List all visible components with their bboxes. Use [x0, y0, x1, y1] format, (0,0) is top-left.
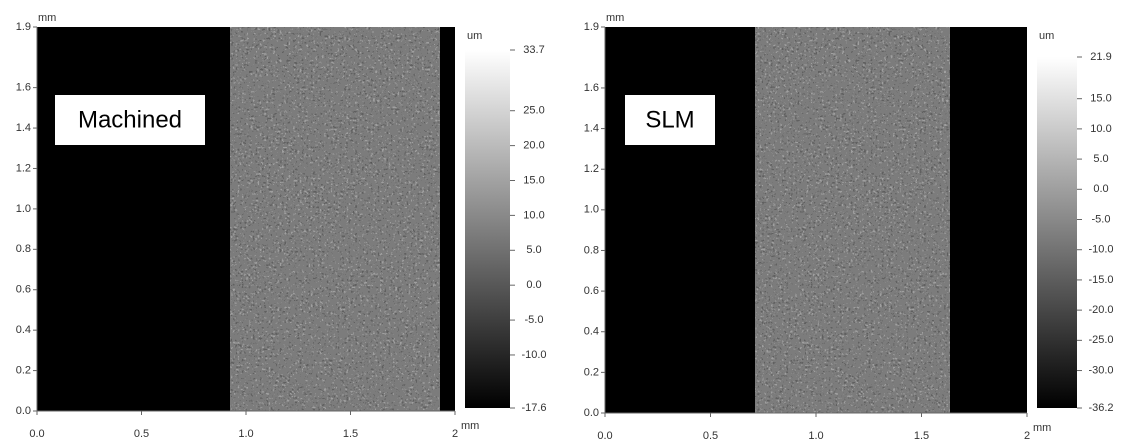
colorbar-tick-label: 20.0	[523, 140, 544, 152]
colorbar-tick-label: -10.0	[1088, 244, 1113, 256]
y-tick-label: 0.6	[584, 285, 599, 297]
x-tick-label: 2	[1024, 430, 1030, 441]
colorbar-tick-label: 21.9	[1090, 51, 1111, 63]
panel-label: Machined	[78, 106, 182, 133]
x-tick-label: 0.0	[597, 430, 612, 441]
x-tick-label: 1.5	[914, 430, 929, 441]
colorbar-tick-label: -30.0	[1088, 364, 1113, 376]
x-tick-label: 1.0	[238, 428, 253, 440]
colorbar-tick-label: -25.0	[1088, 334, 1113, 346]
y-tick-label: 1.9	[584, 21, 599, 33]
colorbar-tick-label: -20.0	[1088, 304, 1113, 316]
colorbar-tick-label: 5.0	[526, 244, 541, 256]
colorbar-tick-label: 15.0	[1090, 93, 1111, 105]
colorbar-tick-label: -17.6	[521, 402, 546, 414]
colorbar	[1037, 57, 1077, 408]
y-tick-label: 1.0	[16, 203, 31, 215]
colorbar-tick-label: 15.0	[523, 174, 544, 186]
x-tick-label: 0.5	[134, 428, 149, 440]
map-texture	[230, 27, 440, 411]
y-tick-label: 1.6	[16, 82, 31, 94]
panel-label: SLM	[645, 106, 694, 133]
map-texture	[755, 27, 950, 413]
y-tick-label: 1.0	[584, 204, 599, 216]
colorbar-tick-label: 0.0	[1093, 183, 1108, 195]
y-unit: mm	[38, 12, 56, 24]
y-unit: mm	[606, 12, 624, 24]
x-tick-label: 0.5	[703, 430, 718, 441]
colorbar	[465, 50, 510, 408]
y-tick-label: 0.4	[16, 324, 31, 336]
x-unit: mm	[461, 420, 479, 432]
x-tick-label: 2	[452, 428, 458, 440]
colorbar-tick-label: 10.0	[1090, 123, 1111, 135]
colorbar-tick-label: -15.0	[1088, 274, 1113, 286]
y-tick-label: 1.2	[16, 162, 31, 174]
y-tick-label: 0.2	[584, 366, 599, 378]
y-tick-label: 0.2	[16, 364, 31, 376]
y-tick-label: 0.6	[16, 284, 31, 296]
colorbar-tick-label: 5.0	[1093, 153, 1108, 165]
colorbar-tick-label: 0.0	[526, 279, 541, 291]
colorbar-tick-label: 25.0	[523, 105, 544, 117]
colorbar-tick-label: 33.7	[523, 44, 544, 56]
colorbar-tick-label: -10.0	[521, 349, 546, 361]
colorbar-unit: um	[1039, 30, 1054, 42]
y-tick-label: 0.0	[16, 405, 31, 417]
x-tick-label: 0.0	[29, 428, 44, 440]
colorbar-tick-label: 10.0	[523, 209, 544, 221]
colorbar-tick-label: -5.0	[1092, 213, 1111, 225]
y-tick-label: 1.4	[16, 122, 31, 134]
colorbar-tick-label: -36.2	[1088, 402, 1113, 414]
x-tick-label: 1.0	[808, 430, 823, 441]
y-tick-label: 1.4	[584, 122, 599, 134]
x-tick-label: 1.5	[343, 428, 358, 440]
colorbar-unit: um	[467, 30, 482, 42]
y-tick-label: 1.2	[584, 163, 599, 175]
y-tick-label: 0.0	[584, 407, 599, 419]
x-unit: mm	[1033, 422, 1051, 434]
y-tick-label: 0.8	[16, 243, 31, 255]
y-tick-label: 0.4	[584, 326, 599, 338]
figure: 0.0 0.2 0.4 0.6 0.8 1.0 1.2 1.4 1.6 1.9 0.0 0.5 1.0 1…	[0, 0, 1129, 441]
y-tick-label: 0.8	[584, 244, 599, 256]
y-tick-label: 1.6	[584, 82, 599, 94]
colorbar-tick-label: -5.0	[525, 314, 544, 326]
y-tick-label: 1.9	[16, 21, 31, 33]
